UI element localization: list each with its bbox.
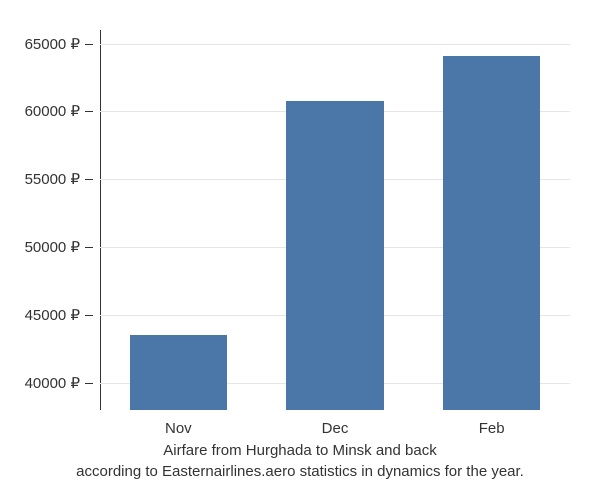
y-tick [85, 315, 93, 316]
caption-line-2: according to Easternairlines.aero statis… [76, 463, 524, 480]
y-tick [85, 247, 93, 248]
chart-caption: Airfare from Hurghada to Minsk and back … [0, 440, 600, 482]
y-tick [85, 111, 93, 112]
y-axis-label: 50000 ₽ [0, 238, 80, 256]
bar [443, 56, 540, 410]
y-axis-label: 45000 ₽ [0, 306, 80, 324]
x-axis-label: Feb [479, 420, 505, 437]
y-tick [85, 383, 93, 384]
y-axis-label: 65000 ₽ [0, 35, 80, 53]
caption-line-1: Airfare from Hurghada to Minsk and back [163, 442, 436, 459]
grid-line [100, 44, 570, 45]
bar [130, 335, 227, 410]
bar [286, 101, 383, 410]
y-axis-label: 55000 ₽ [0, 170, 80, 188]
y-tick [85, 179, 93, 180]
y-axis-label: 40000 ₽ [0, 374, 80, 392]
airfare-bar-chart: 40000 ₽ 45000 ₽ 50000 ₽ 55000 ₽ 60000 ₽ 65000… [0, 0, 600, 500]
x-axis-label: Nov [165, 420, 192, 437]
y-tick [85, 44, 93, 45]
x-axis-label: Dec [322, 420, 349, 437]
plot-area [100, 30, 570, 410]
y-axis-label: 60000 ₽ [0, 102, 80, 120]
